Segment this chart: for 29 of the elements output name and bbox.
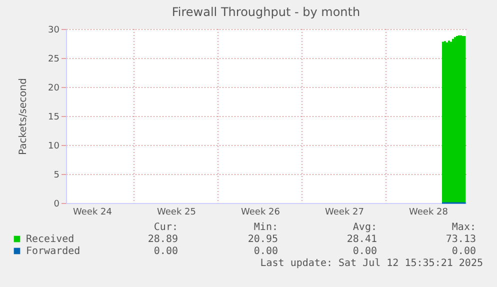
legend-label: Forwarded [26, 246, 80, 257]
text: 0.00 [452, 246, 476, 257]
text: 28.89 [148, 234, 178, 245]
text: 0.00 [154, 246, 178, 257]
text: Last update: Sat Jul 12 15:35:21 2025 [260, 258, 483, 269]
chart-title: Firewall Throughput - by month [172, 5, 360, 19]
text: Max: [452, 222, 476, 233]
y-tick-label: 20 [48, 84, 60, 94]
x-tick-label: Week 24 [73, 208, 112, 218]
text: 0.00 [254, 246, 278, 257]
x-tick-label: Week 26 [241, 208, 280, 218]
y-tick-label: 0 [54, 200, 60, 210]
text: Min: [254, 222, 278, 233]
y-tick-label: 5 [54, 170, 60, 180]
y-tick-label: 15 [48, 112, 60, 122]
x-tick-label: Week 27 [325, 208, 364, 218]
y-tick-label: 25 [48, 54, 60, 64]
text: 73.13 [446, 234, 476, 245]
y-tick-label: 30 [48, 26, 60, 36]
y-tick-label: 10 [48, 142, 60, 152]
text: Cur: [154, 222, 178, 233]
x-tick-label: Week 28 [409, 208, 448, 218]
text: 28.41 [346, 234, 377, 245]
legend-label: Received [26, 234, 74, 245]
y-axis-title: Packets/second [18, 78, 30, 155]
x-tick-label: Week 25 [157, 208, 196, 218]
text: 20.95 [248, 234, 278, 245]
text: 0.00 [352, 246, 377, 257]
text: Avg: [352, 222, 377, 233]
